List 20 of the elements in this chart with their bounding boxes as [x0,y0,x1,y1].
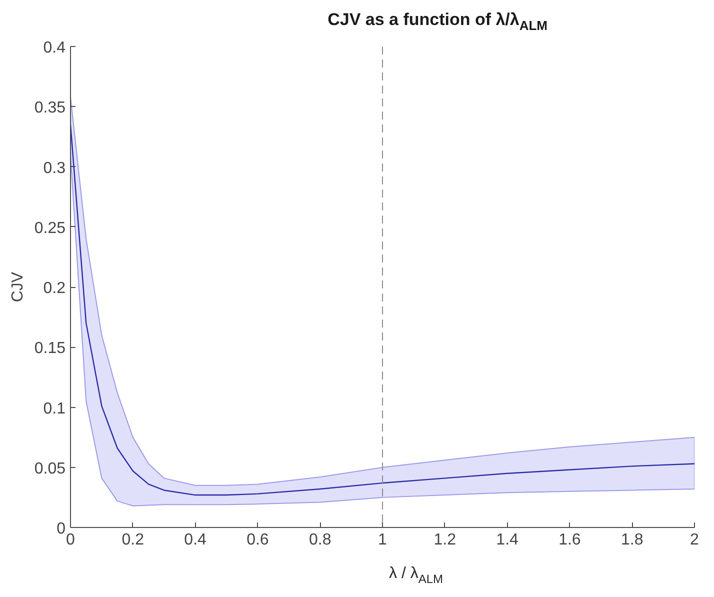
x-tick-label: 0.6 [246,532,269,548]
x-tick-label: 0.2 [122,532,144,548]
y-tick-label: 0.4 [43,40,66,56]
y-tick-label: 0 [56,520,66,538]
y-tick-label: 0.2 [43,280,66,297]
x-tick-label: 1.6 [558,532,581,548]
y-tick-label: 0.15 [34,340,66,358]
y-tick-label: 0.05 [34,460,66,478]
x-tick-label: 1.8 [620,532,644,548]
y-tick-label: 0.35 [34,100,66,117]
x-tick-label: 0.4 [184,532,207,548]
x-tick-label: 1 [378,532,388,548]
y-tick-label: 0.1 [43,400,66,418]
y-tick-label: 0.25 [34,220,66,237]
x-tick-label: 1.2 [434,532,456,548]
x-tick-label: 2 [690,532,700,548]
y-tick-label: 0.3 [43,160,66,177]
x-tick-label: 1.4 [496,532,519,548]
x-tick-label: 0.8 [308,532,332,548]
y-axis-title: CJV [9,272,26,302]
